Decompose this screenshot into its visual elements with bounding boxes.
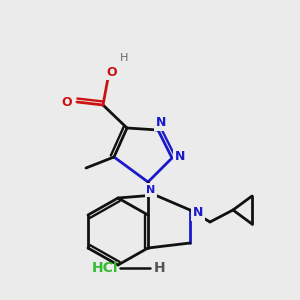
Text: H: H — [120, 53, 128, 63]
Text: N: N — [193, 206, 203, 220]
Text: H: H — [154, 261, 166, 275]
Text: N: N — [175, 149, 185, 163]
Text: HCl: HCl — [92, 261, 118, 275]
Text: O: O — [107, 65, 117, 79]
Text: N: N — [156, 116, 166, 130]
Text: N: N — [146, 185, 156, 195]
Text: O: O — [62, 95, 72, 109]
